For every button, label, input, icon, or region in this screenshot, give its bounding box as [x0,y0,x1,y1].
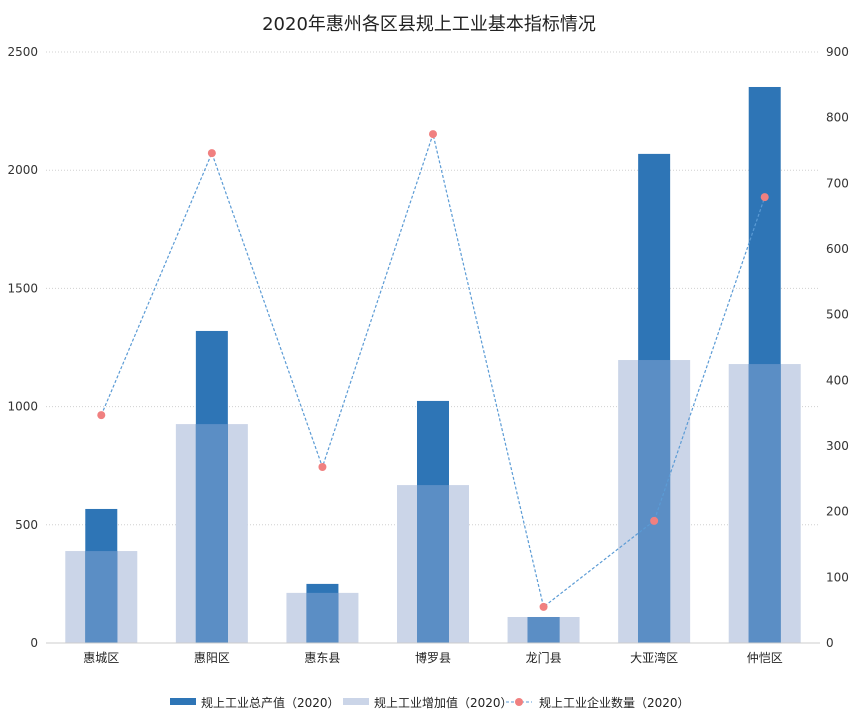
line-point [207,149,216,158]
left-tick-label: 1000 [7,400,38,414]
right-tick-label: 200 [826,505,849,519]
line-point [318,463,327,472]
legend-label-output: 规上工业总产值（2020） [201,695,340,710]
right-tick-label: 400 [826,373,849,387]
legend-label-count: 规上工业企业数量（2020） [539,695,690,710]
bar-overlap [195,424,228,643]
right-tick-label: 100 [826,570,849,584]
right-tick-label: 600 [826,242,849,256]
right-tick-label: 0 [826,636,834,650]
line-point [97,411,106,420]
line-point [539,602,548,611]
bar-overlap [85,551,118,643]
chart-title: 2020年惠州各区县规上工业基本指标情况 [262,14,596,35]
line-point [429,130,437,139]
category-label: 惠城区 [83,651,119,665]
bar-overlap [306,592,339,643]
category-label: 惠阳区 [194,651,230,665]
left-tick-label: 1500 [7,281,38,295]
bar-overlap [638,360,671,643]
line-point [650,516,659,525]
category-label: 龙门县 [526,650,562,665]
right-tick-label: 700 [826,176,849,190]
legend-swatch-added [343,698,369,705]
line-point [760,193,769,202]
category-label: 大亚湾区 [630,650,678,665]
category-label: 博罗县 [415,650,451,665]
category-label: 仲恺区 [747,651,783,665]
right-tick-label: 500 [826,308,849,322]
category-label: 惠东县 [304,651,340,665]
right-tick-label: 800 [826,111,849,125]
right-tick-label: 300 [826,439,849,453]
left-tick-label: 500 [15,518,38,532]
legend-marker [515,698,523,706]
legend-swatch-output [170,698,196,705]
left-tick-label: 2500 [7,45,38,59]
left-tick-label: 0 [30,636,38,650]
legend-label-added: 规上工业增加值（2020） [374,695,513,710]
bar-overlap [417,485,449,643]
left-tick-label: 2000 [7,163,38,177]
bar-overlap [527,616,560,643]
bar-overlap [748,364,781,643]
right-tick-label: 900 [826,45,849,59]
